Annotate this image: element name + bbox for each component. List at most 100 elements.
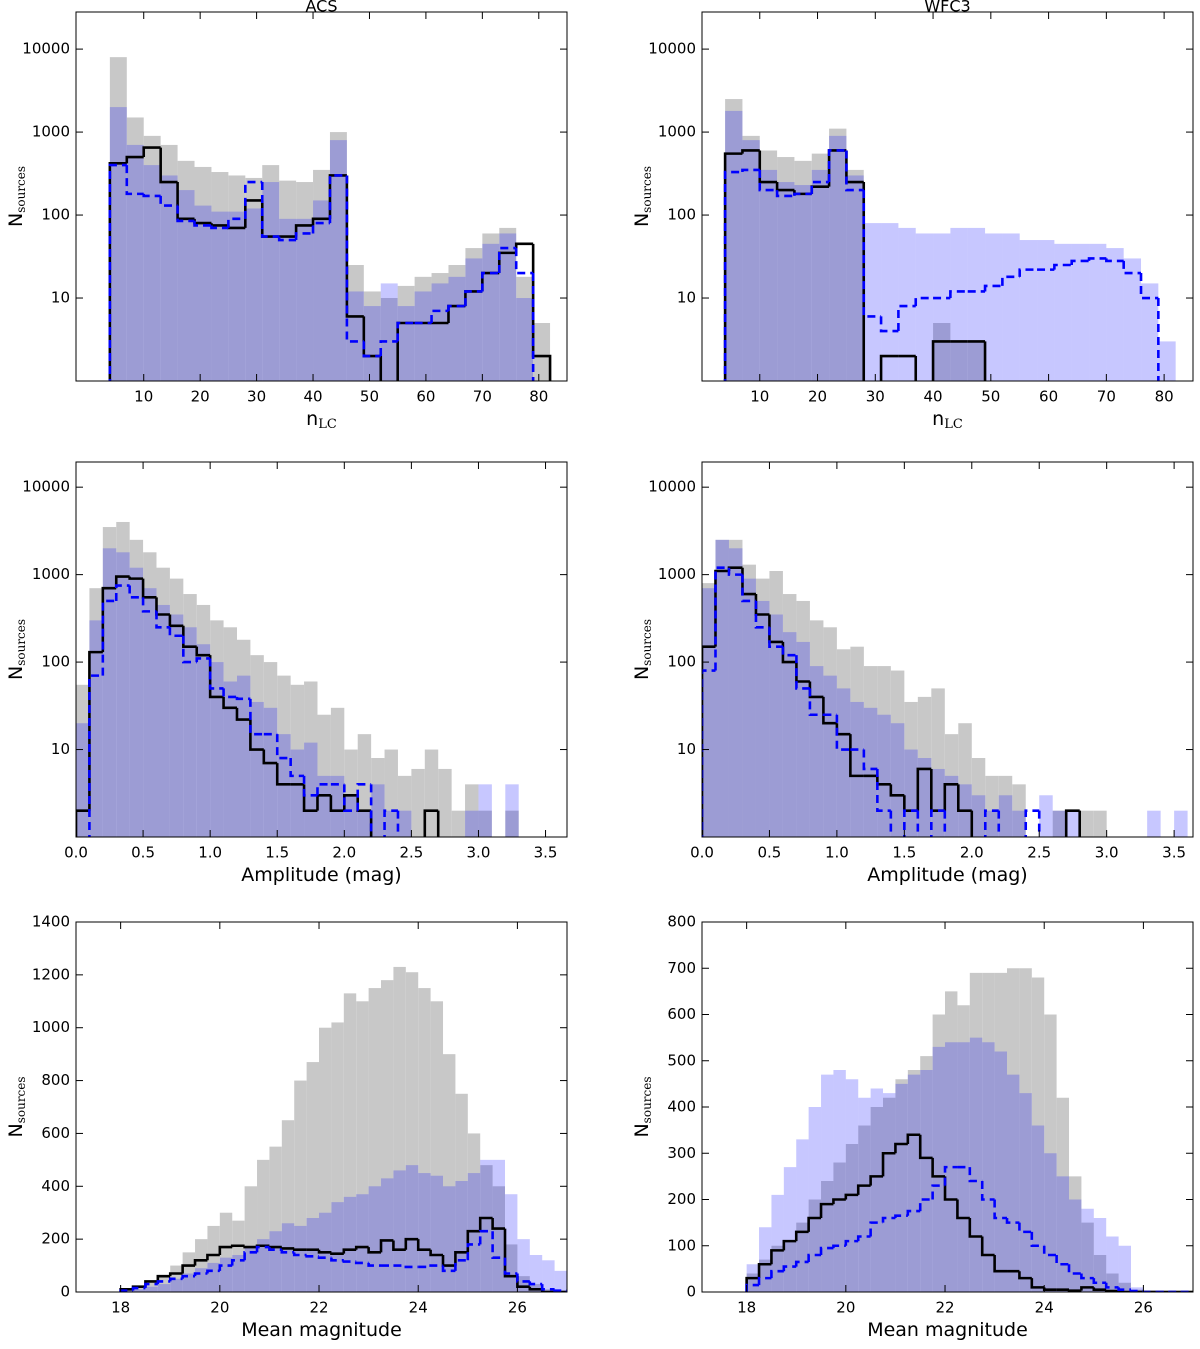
- hist-bar: [211, 211, 229, 381]
- hist-bar: [443, 1186, 456, 1292]
- x-tick-label: 80: [529, 388, 548, 406]
- series: [702, 539, 1188, 837]
- hist-step: [396, 321, 415, 342]
- hist-bar: [414, 276, 432, 381]
- hist-bar: [329, 132, 347, 381]
- hist-step: [970, 810, 974, 837]
- hist-bar: [232, 1255, 245, 1292]
- hist-bar: [467, 1173, 481, 1292]
- hist-step: [222, 696, 237, 710]
- hist-bar: [380, 283, 398, 381]
- series: [119, 1229, 567, 1292]
- plot-area: [76, 521, 519, 837]
- hist-step: [210, 223, 229, 227]
- x-axis-label-main: Amplitude (mag): [241, 864, 401, 886]
- hist-bar: [846, 169, 864, 381]
- series: [745, 1165, 1193, 1292]
- hist-bar: [858, 1125, 871, 1292]
- hist-bar: [917, 696, 932, 837]
- x-tick-label: 10: [134, 388, 153, 406]
- hist-step: [845, 150, 864, 192]
- hist-bar: [455, 1093, 468, 1292]
- y-tick-label: 100: [667, 1236, 696, 1254]
- x-tick-label: 0.5: [131, 844, 155, 862]
- hist-step: [76, 809, 90, 837]
- hist-step: [227, 217, 246, 228]
- hist-bar: [742, 578, 756, 837]
- hist-bar: [499, 233, 517, 381]
- hist-step: [770, 1249, 784, 1265]
- hist-step: [918, 1198, 933, 1212]
- hist-bar: [863, 223, 882, 381]
- hist-bar: [210, 662, 224, 837]
- hist-bar: [945, 991, 958, 1292]
- hist-bar: [194, 205, 212, 381]
- hist-step: [1174, 837, 1187, 843]
- hist-bar: [236, 675, 251, 837]
- hist-bar: [371, 784, 385, 837]
- axes-frame: [75, 461, 568, 838]
- hist-bar: [170, 1278, 183, 1292]
- hist-bar: [821, 1074, 834, 1292]
- hist-bar: [306, 1218, 320, 1292]
- hist-bar: [998, 775, 1013, 837]
- hist-bar: [330, 707, 345, 837]
- hist-bar: [845, 1144, 859, 1292]
- hist-bar: [245, 208, 263, 381]
- hist-bar: [183, 627, 197, 837]
- hist-step: [723, 170, 743, 381]
- hist-step: [181, 1274, 196, 1279]
- hist-bar: [244, 1186, 258, 1292]
- hist-step: [949, 290, 968, 299]
- hist-bar: [917, 758, 932, 837]
- hist-bar: [223, 681, 237, 837]
- hist-bar: [296, 218, 314, 381]
- hist-bar: [76, 723, 90, 837]
- hist-step: [404, 1265, 419, 1269]
- x-tick-label: 20: [210, 1299, 229, 1317]
- x-tick-label: 2.0: [960, 844, 984, 862]
- hist-bar: [290, 684, 305, 837]
- hist-step: [862, 190, 882, 318]
- hist-step: [478, 1216, 493, 1232]
- hist-bar: [133, 1289, 146, 1292]
- y-tick-label: 800: [667, 913, 696, 931]
- hist-bar: [319, 1027, 332, 1292]
- hist-bar: [933, 233, 951, 381]
- y-axis-label-main: N: [5, 213, 27, 227]
- hist-step: [553, 1289, 567, 1292]
- hist-bar: [397, 810, 412, 837]
- hist-bar: [196, 644, 211, 837]
- hist-bar: [863, 666, 878, 837]
- hist-step: [869, 1221, 884, 1237]
- hist-bar: [529, 1284, 543, 1292]
- hist-bar: [465, 258, 483, 381]
- hist-bar: [858, 1097, 871, 1292]
- hist-step: [894, 1214, 908, 1218]
- x-tick-label: 20: [191, 388, 210, 406]
- hist-bar: [279, 218, 297, 381]
- hist-bar: [363, 291, 381, 381]
- hist-bar: [102, 548, 117, 837]
- hist-step: [993, 1199, 1008, 1220]
- hist-step: [195, 646, 211, 657]
- hist-bar: [850, 646, 864, 837]
- hist-step: [329, 795, 345, 812]
- hist-bar: [277, 675, 291, 837]
- hist-bar: [1052, 810, 1067, 837]
- hist-bar: [269, 1146, 282, 1292]
- hist-step: [156, 1274, 171, 1282]
- hist-step: [1117, 1287, 1132, 1291]
- hist-step: [503, 1257, 518, 1275]
- y-axis-label-main: N: [631, 666, 653, 680]
- hist-step: [268, 1245, 282, 1249]
- hist-bar: [728, 539, 743, 837]
- hist-step: [1005, 1218, 1020, 1224]
- hist-bar: [516, 276, 534, 381]
- hist-step: [795, 655, 810, 690]
- hist-bar: [505, 1244, 518, 1292]
- x-tick-label: 60: [1039, 388, 1058, 406]
- hist-step: [275, 763, 291, 786]
- hist-step: [856, 1184, 871, 1195]
- hist-bar: [1012, 810, 1026, 837]
